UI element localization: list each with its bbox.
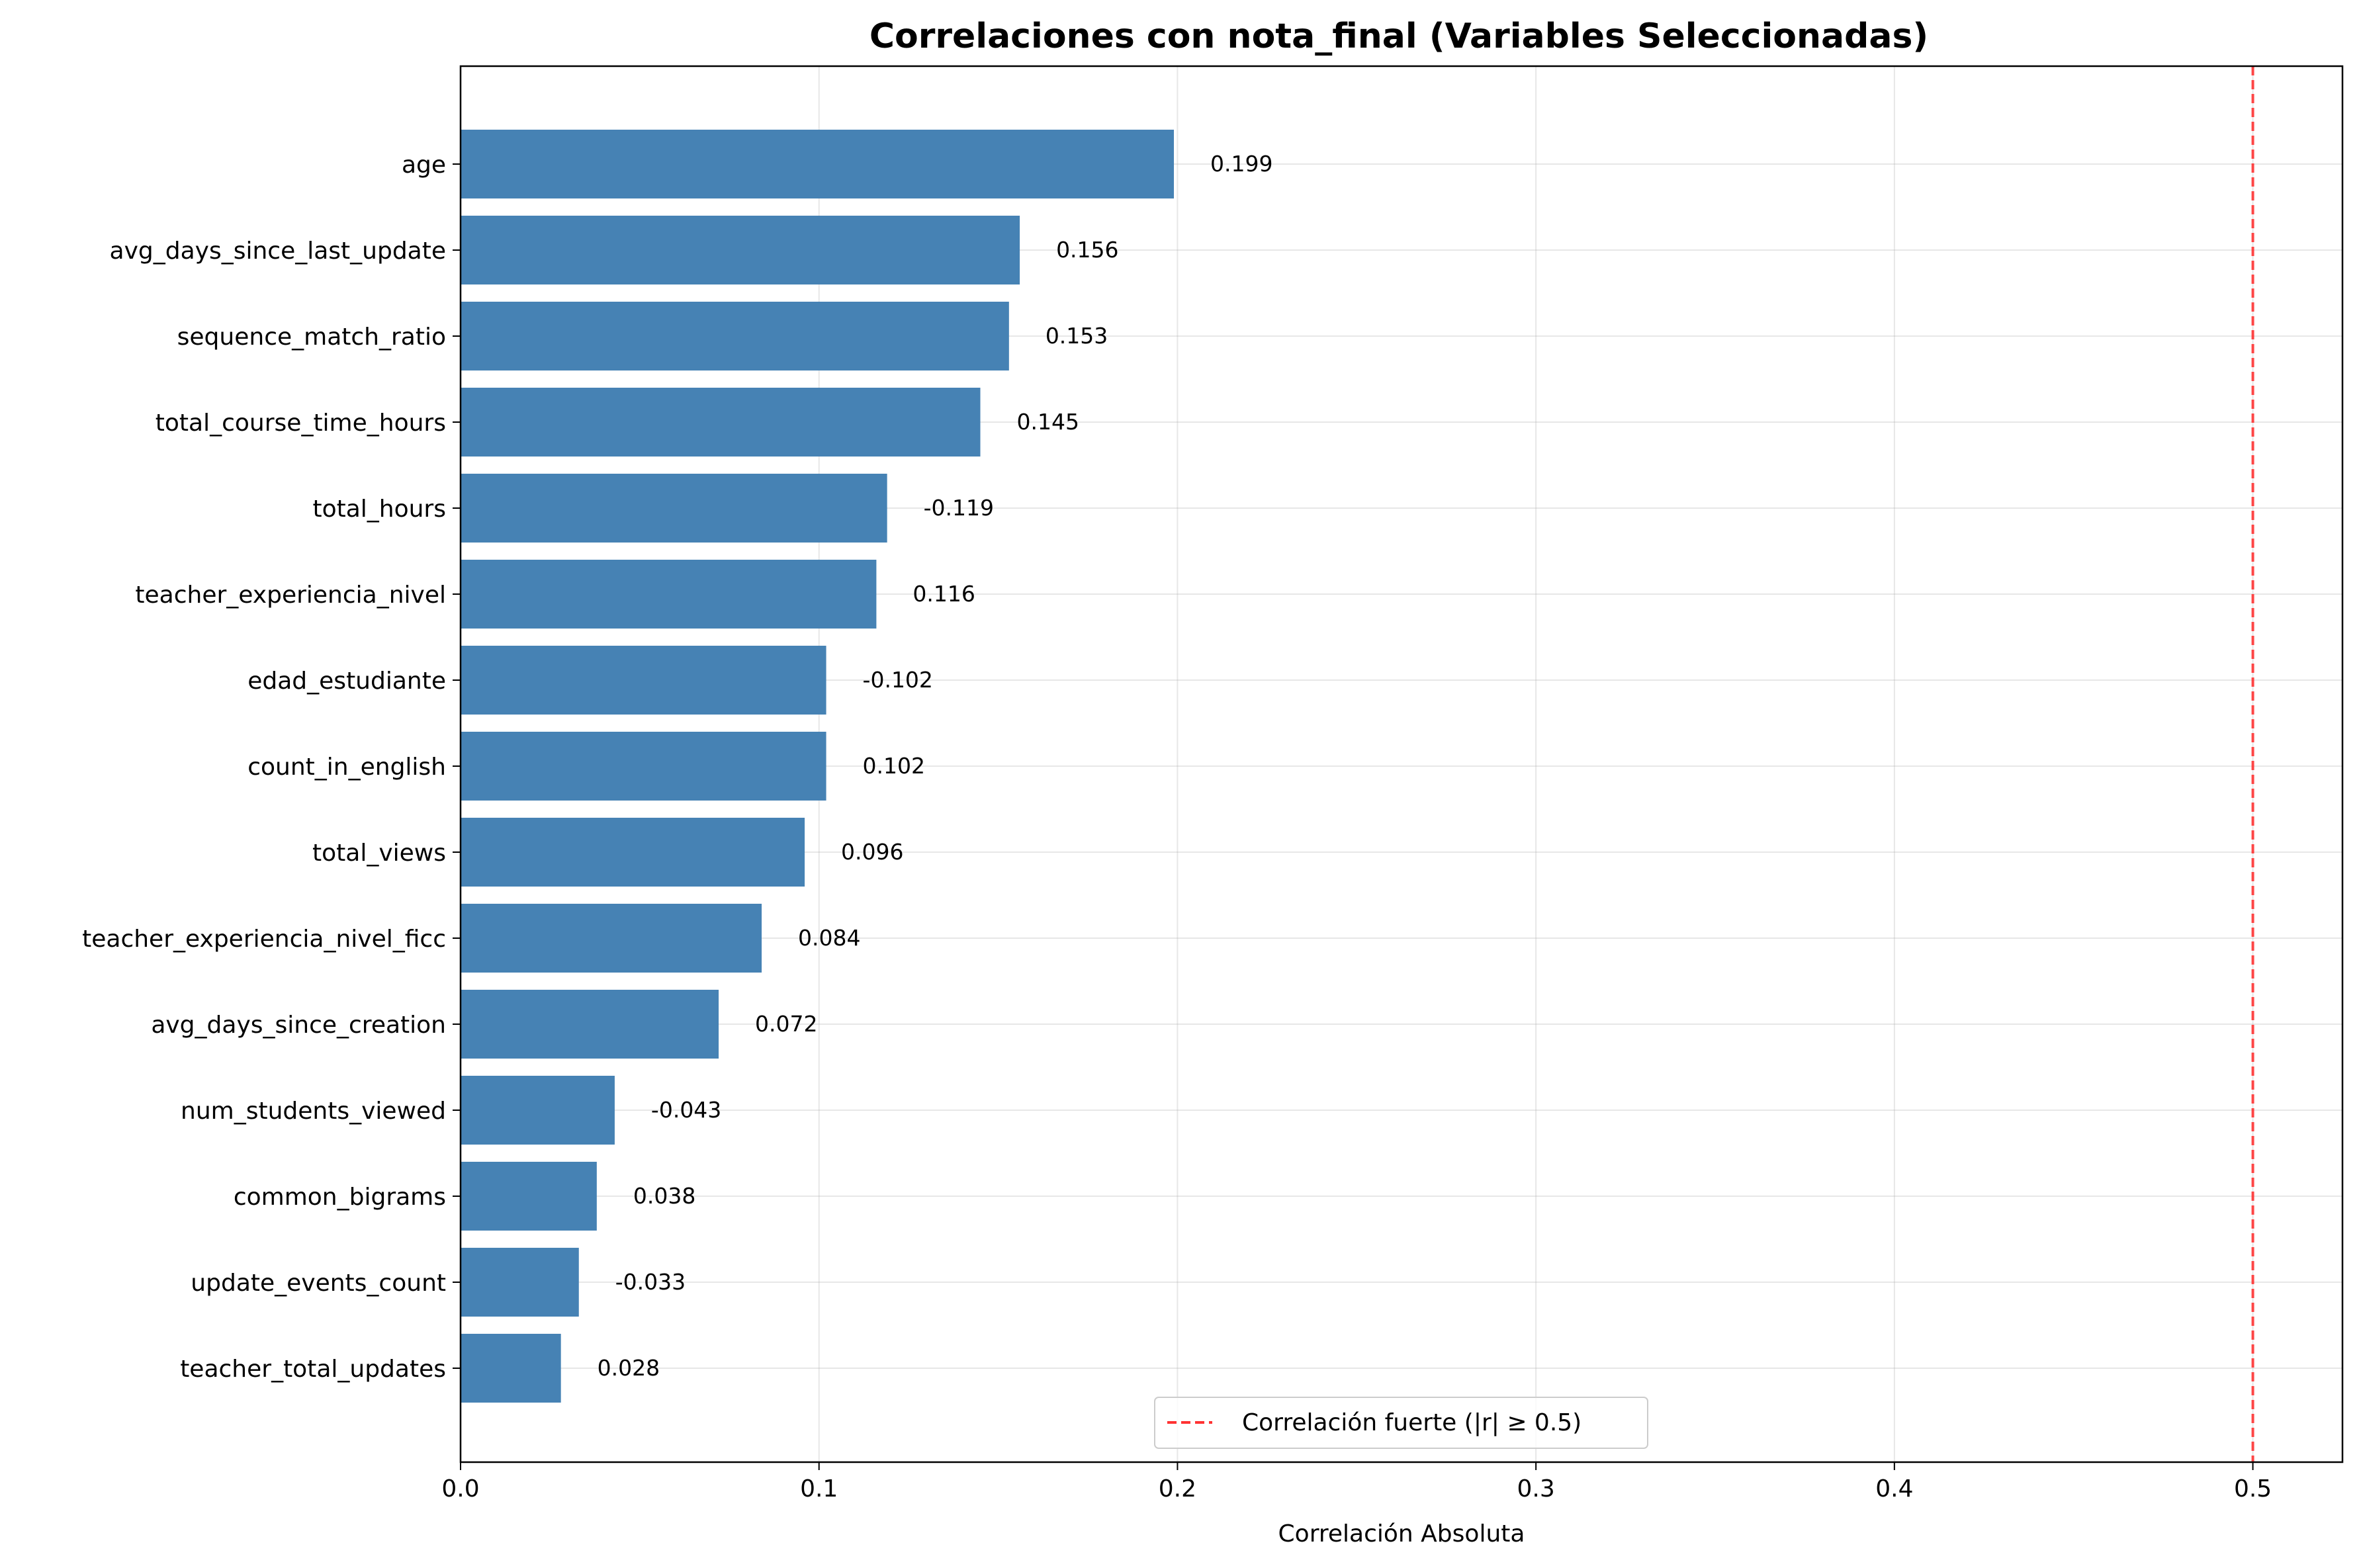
data-label: -0.102 [863,667,933,693]
data-label: 0.199 [1210,151,1272,177]
plot-frame [459,65,2344,1463]
data-label: 0.028 [598,1355,660,1381]
x-tick-label: 0.2 [1159,1475,1196,1503]
bar [461,1076,615,1145]
bar [461,474,887,543]
y-tick-label: edad_estudiante [247,668,446,695]
y-tick-label: update_events_count [191,1270,446,1297]
x-tick-label: 0.3 [1517,1475,1555,1503]
y-tick-label: count_in_english [247,754,446,781]
bar [461,904,762,973]
bar [461,990,719,1059]
data-label: -0.119 [924,495,994,521]
bar [461,302,1009,370]
y-tick-label: common_bigrams [234,1184,446,1211]
data-labels: 0.199 0.156 0.153 0.145 -0.119 0.116 -0.102 0.1… [598,151,1273,1381]
data-label: 0.102 [863,753,925,779]
data-label: 0.145 [1016,409,1079,435]
bar [461,216,1020,284]
y-tick-label: age [402,152,446,179]
data-label: 0.072 [755,1011,817,1037]
bar [461,1162,597,1231]
y-tick-label: total_views [312,840,446,867]
bar [461,388,981,457]
x-tick-label: 0.5 [2234,1475,2272,1503]
y-tick-label: avg_days_since_creation [151,1012,446,1039]
data-label: -0.033 [615,1269,686,1295]
data-label: 0.038 [633,1183,695,1209]
data-label: 0.084 [798,925,860,951]
legend: Correlación fuerte (|r| ≥ 0.5) [1154,1397,1648,1449]
y-tick-label: teacher_experiencia_nivel [135,582,446,609]
y-tick-label: teacher_experiencia_nivel_ficc [82,926,446,953]
x-tick-label: 0.0 [441,1475,479,1503]
x-tick-label: 0.4 [1875,1475,1913,1503]
legend-label: Correlación fuerte (|r| ≥ 0.5) [1242,1409,1581,1436]
y-tick-label: total_hours [312,496,446,523]
y-tick-label: sequence_match_ratio [177,324,446,351]
y-tick-label: num_students_viewed [181,1098,446,1125]
data-label: 0.116 [913,581,975,607]
y-tick-label: total_course_time_hours [156,410,446,437]
bar [461,1334,561,1403]
data-label: 0.096 [841,839,903,865]
bar [461,130,1175,198]
legend-box [1154,1397,1648,1449]
x-tick-label: 0.1 [800,1475,838,1503]
bar [461,560,877,629]
bar [461,732,826,801]
x-axis: 0.0 0.1 0.2 0.3 0.4 0.5 [441,1462,2272,1503]
chart-title: Correlaciones con nota_final (Variables … [869,17,1928,56]
bars [461,130,1175,1403]
data-label: -0.043 [651,1097,721,1123]
bar [461,818,805,887]
x-axis-label: Correlación Absoluta [1278,1520,1525,1547]
y-tick-label: avg_days_since_last_update [110,238,446,265]
bar [461,646,826,715]
data-label: 0.156 [1056,237,1118,263]
y-tick-label: teacher_total_updates [180,1356,446,1383]
y-axis: age avg_days_since_last_update sequence_ma… [82,152,461,1383]
data-label: 0.153 [1046,323,1108,349]
bar [461,1248,579,1317]
